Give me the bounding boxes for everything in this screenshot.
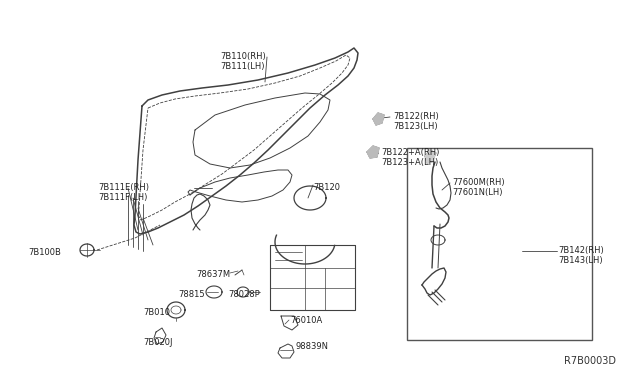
Bar — [407, 148, 592, 340]
Text: 7B111(LH): 7B111(LH) — [220, 62, 264, 71]
Polygon shape — [373, 113, 384, 125]
Text: 7B111E(RH): 7B111E(RH) — [98, 183, 149, 192]
Text: 7B111F(LH): 7B111F(LH) — [98, 193, 147, 202]
Text: 7B122+A(RH): 7B122+A(RH) — [381, 148, 440, 157]
Text: 7B123+A(LH): 7B123+A(LH) — [381, 158, 438, 167]
Text: 7B110(RH): 7B110(RH) — [220, 52, 266, 61]
Text: 78815: 78815 — [178, 290, 205, 299]
Text: 78637M: 78637M — [196, 270, 230, 279]
Text: 77600M(RH): 77600M(RH) — [452, 178, 504, 187]
Text: 98839N: 98839N — [296, 342, 329, 351]
Text: 7B123(LH): 7B123(LH) — [393, 122, 438, 131]
Text: 7B100B: 7B100B — [28, 248, 61, 257]
Text: 78028P: 78028P — [228, 290, 260, 299]
Text: 7B142(RH): 7B142(RH) — [558, 246, 604, 255]
Text: 7B122(RH): 7B122(RH) — [393, 112, 439, 121]
Text: 7B010: 7B010 — [143, 308, 170, 317]
Polygon shape — [425, 150, 436, 163]
Text: 7B120: 7B120 — [313, 183, 340, 192]
Text: 7B020J: 7B020J — [143, 338, 173, 347]
Text: R7B0003D: R7B0003D — [564, 356, 616, 366]
Text: 77601N(LH): 77601N(LH) — [452, 188, 502, 197]
Text: 7B143(LH): 7B143(LH) — [558, 256, 603, 265]
Text: 76010A: 76010A — [290, 316, 323, 325]
Polygon shape — [367, 146, 379, 158]
